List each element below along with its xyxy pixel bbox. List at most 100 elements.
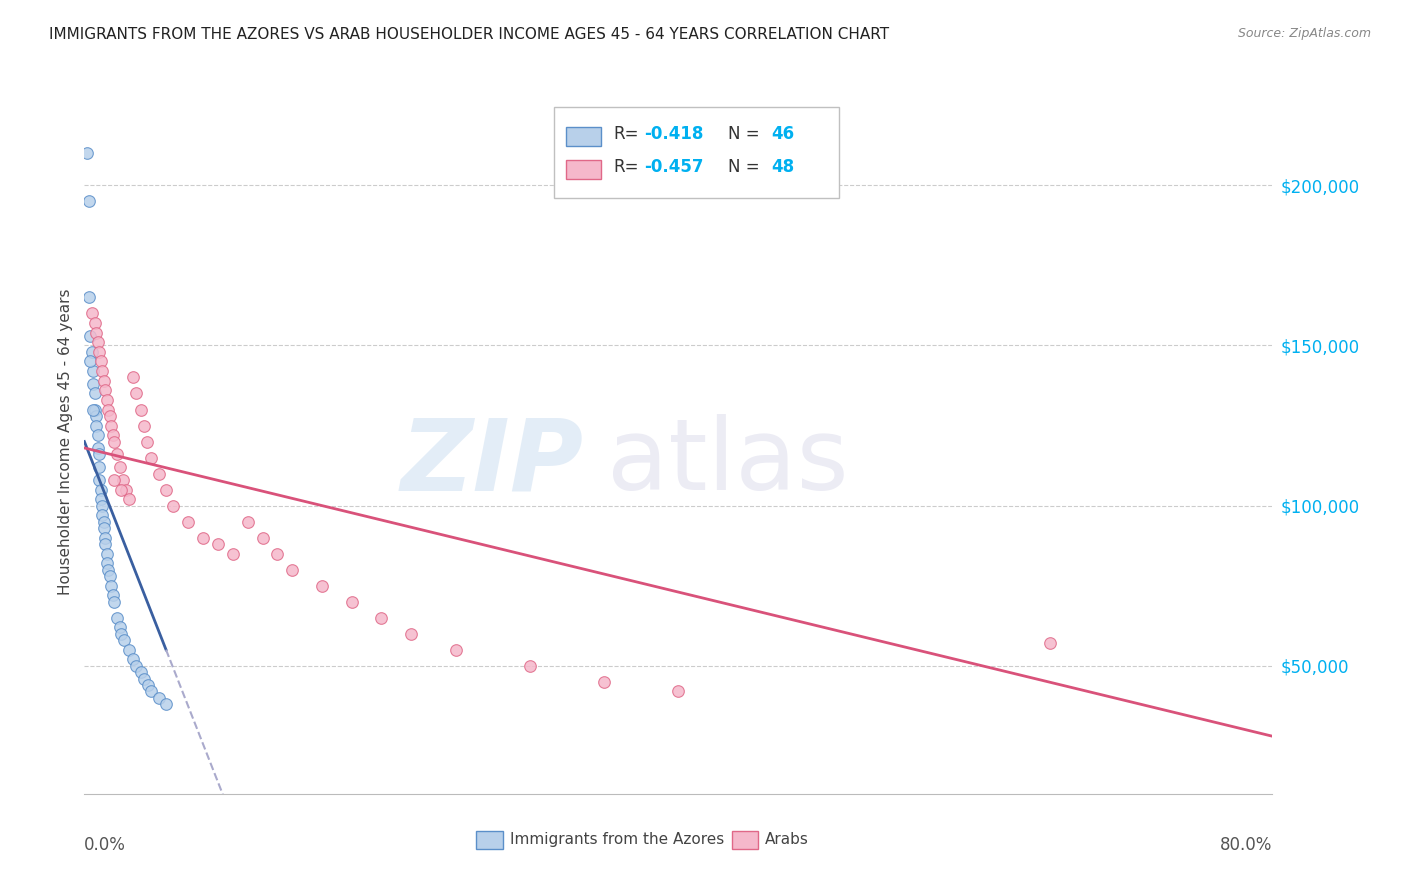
Text: -0.457: -0.457 — [644, 158, 703, 176]
Point — [103, 434, 125, 449]
Text: N =: N = — [728, 125, 759, 143]
Point — [266, 547, 288, 561]
Point — [118, 642, 141, 657]
Point — [98, 409, 121, 423]
Point — [519, 658, 541, 673]
Point — [89, 473, 111, 487]
Point — [91, 508, 114, 523]
Point — [103, 473, 125, 487]
Point — [84, 418, 107, 433]
Text: atlas: atlas — [607, 414, 849, 511]
Point — [90, 483, 112, 497]
Point — [668, 684, 690, 698]
Point — [83, 402, 105, 417]
Point — [80, 306, 103, 320]
Point — [281, 563, 304, 577]
Text: -0.418: -0.418 — [644, 125, 703, 143]
Point — [222, 547, 245, 561]
Text: 0.0%: 0.0% — [84, 836, 127, 855]
Text: ZIP: ZIP — [401, 414, 583, 511]
Point — [83, 386, 105, 401]
Point — [125, 658, 148, 673]
Point — [148, 467, 170, 481]
Text: 48: 48 — [770, 158, 794, 176]
Point — [100, 579, 122, 593]
Point — [340, 595, 363, 609]
Point — [93, 521, 115, 535]
Point — [101, 588, 124, 602]
Point — [399, 626, 422, 640]
Point — [77, 290, 100, 304]
Text: IMMIGRANTS FROM THE AZORES VS ARAB HOUSEHOLDER INCOME AGES 45 - 64 YEARS CORRELA: IMMIGRANTS FROM THE AZORES VS ARAB HOUSE… — [49, 27, 890, 42]
Point — [118, 492, 141, 507]
Point — [122, 652, 145, 666]
Point — [79, 354, 101, 368]
Point — [79, 328, 101, 343]
Point — [129, 665, 152, 680]
Point — [191, 531, 215, 545]
Point — [89, 344, 111, 359]
Point — [97, 563, 120, 577]
Point — [82, 376, 104, 391]
Point — [87, 335, 110, 350]
Text: R=: R= — [613, 125, 638, 143]
Point — [82, 402, 104, 417]
Point — [82, 364, 104, 378]
Point — [148, 690, 170, 705]
Point — [311, 579, 333, 593]
Point — [370, 610, 392, 624]
Point — [94, 531, 117, 545]
Point — [77, 194, 100, 209]
Point — [111, 473, 134, 487]
FancyBboxPatch shape — [733, 831, 758, 849]
Point — [593, 674, 616, 689]
Point — [76, 146, 98, 161]
Point — [103, 595, 125, 609]
Point — [97, 402, 120, 417]
FancyBboxPatch shape — [477, 831, 502, 849]
Text: Source: ZipAtlas.com: Source: ZipAtlas.com — [1237, 27, 1371, 40]
FancyBboxPatch shape — [565, 160, 602, 179]
Text: N =: N = — [728, 158, 759, 176]
Point — [252, 531, 274, 545]
Point — [108, 460, 131, 475]
Point — [236, 515, 259, 529]
Point — [177, 515, 200, 529]
Text: 46: 46 — [770, 125, 794, 143]
Point — [84, 326, 107, 340]
Point — [115, 483, 138, 497]
Point — [444, 642, 467, 657]
Point — [114, 633, 136, 648]
Point — [91, 364, 114, 378]
Point — [141, 684, 163, 698]
Point — [132, 672, 155, 686]
Point — [89, 447, 111, 461]
Point — [89, 460, 111, 475]
Text: 80.0%: 80.0% — [1220, 836, 1272, 855]
Point — [122, 370, 145, 384]
Point — [84, 409, 107, 423]
Point — [132, 418, 155, 433]
Point — [110, 626, 132, 640]
Point — [90, 354, 112, 368]
Point — [207, 537, 229, 551]
Text: Immigrants from the Azores: Immigrants from the Azores — [510, 832, 724, 847]
Point — [101, 428, 124, 442]
Point — [105, 447, 128, 461]
Point — [87, 428, 110, 442]
Point — [83, 316, 105, 330]
Point — [80, 344, 103, 359]
Point — [155, 483, 177, 497]
Point — [1039, 636, 1062, 650]
Point — [125, 386, 148, 401]
Point — [110, 483, 132, 497]
Point — [100, 418, 122, 433]
Point — [135, 434, 157, 449]
Point — [98, 569, 121, 583]
Y-axis label: Householder Income Ages 45 - 64 years: Householder Income Ages 45 - 64 years — [58, 288, 73, 595]
Point — [105, 610, 128, 624]
Point — [155, 697, 177, 711]
Point — [87, 441, 110, 455]
Point — [129, 402, 152, 417]
Point — [90, 492, 112, 507]
